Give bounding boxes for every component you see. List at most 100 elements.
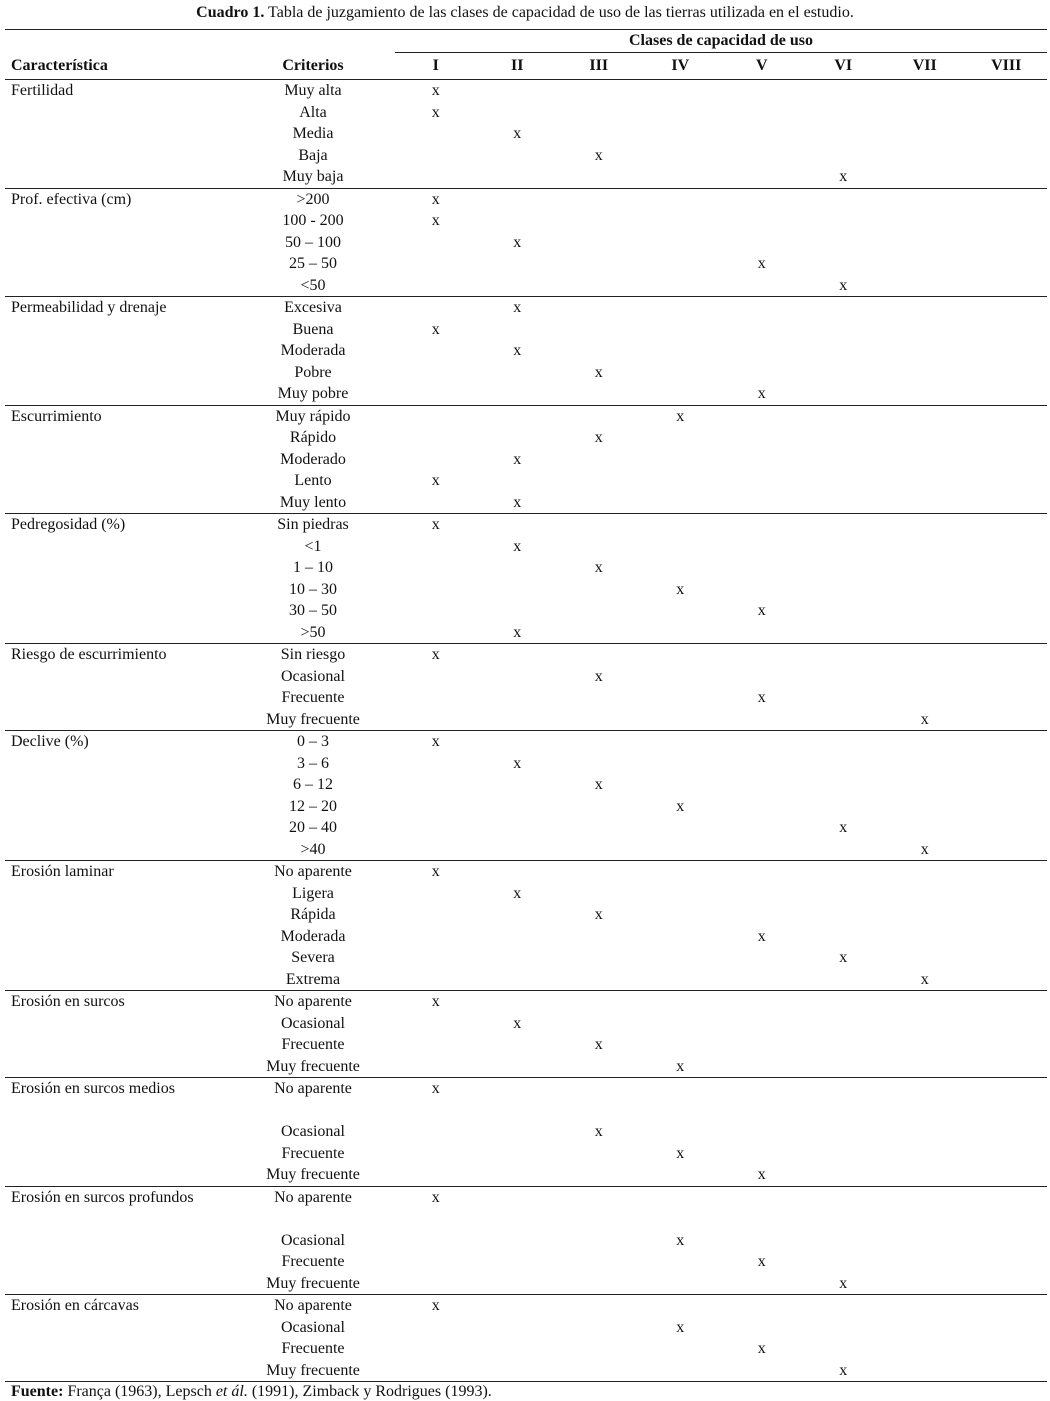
- table-row: 100 - 200 x: [5, 210, 1047, 232]
- table-row: 20 – 40 x: [5, 817, 1047, 839]
- class-cell: [639, 1359, 721, 1382]
- class-cell: [558, 1100, 640, 1122]
- criterion-cell: [231, 1100, 395, 1122]
- class-cell: [558, 947, 640, 969]
- class-cell: [803, 753, 885, 775]
- class-cell: [803, 340, 885, 362]
- class-cell: [966, 536, 1048, 558]
- class-cell: [721, 1143, 803, 1165]
- table-row: Frecuente x: [5, 1143, 1047, 1165]
- class-cell: [640, 666, 722, 688]
- class-cell: [965, 187, 1047, 210]
- class-cell: [477, 102, 559, 124]
- table-row: >50 x: [5, 622, 1047, 644]
- class-mark: x: [757, 255, 766, 272]
- class-cell: [477, 1317, 559, 1339]
- class-cell: [558, 1143, 640, 1165]
- class-cell: [803, 210, 885, 232]
- class-cell: [884, 513, 966, 536]
- class-cell: [558, 470, 640, 492]
- class-cell: [966, 145, 1048, 167]
- class-cell: [476, 1294, 558, 1317]
- class-cell: [803, 579, 885, 601]
- class-cell: [884, 232, 966, 254]
- class-cell: [966, 1034, 1048, 1056]
- class-cell: [966, 1143, 1048, 1165]
- class-cell: [395, 796, 477, 818]
- criterion-cell: Ocasional: [281, 667, 345, 685]
- class-cell: [721, 513, 803, 536]
- table-row: Muy frecuente x: [5, 1164, 1047, 1186]
- class-cell: [721, 579, 803, 601]
- class-cell: [640, 80, 722, 102]
- class-cell: [395, 145, 477, 167]
- class-mark: x: [594, 1123, 603, 1140]
- characteristic-cell: Erosión en surcos profundos: [11, 1188, 194, 1206]
- class-cell: [640, 1013, 722, 1035]
- class-cell: [477, 1273, 559, 1295]
- class-cell: [477, 1034, 559, 1056]
- class-cell: [558, 449, 640, 471]
- class-cell: [477, 666, 559, 688]
- class-cell: [966, 1273, 1048, 1295]
- class-cell: [884, 1121, 966, 1143]
- class-cell: [476, 187, 558, 210]
- class-cell: [640, 340, 722, 362]
- class-cell: [477, 1056, 559, 1078]
- table-row: Frecuente x: [5, 1338, 1047, 1360]
- criterion-cell: Lento: [294, 472, 332, 489]
- class-mark: x: [395, 1294, 477, 1317]
- class-cell: [803, 362, 885, 384]
- class-cell: [395, 1359, 477, 1382]
- class-cell: [721, 123, 803, 145]
- class-cell: [395, 253, 477, 275]
- class-cell: [803, 557, 885, 579]
- class-cell: [395, 947, 477, 969]
- class-mark: x: [395, 187, 477, 210]
- class-cell: [803, 123, 885, 145]
- class-cell: [558, 102, 640, 124]
- class-cell: [640, 622, 722, 644]
- class-cell: [721, 1013, 803, 1035]
- class-cell: [803, 1230, 885, 1252]
- class-mark: x: [513, 537, 522, 555]
- class-cell: [803, 383, 885, 405]
- table-row: [5, 1208, 1047, 1230]
- class-cell: [558, 753, 640, 775]
- class-cell: [640, 253, 722, 275]
- class-cell: [476, 1359, 558, 1382]
- classes-group-header: Clases de capacidad de uso: [395, 29, 1047, 53]
- class-mark: x: [395, 860, 477, 883]
- class-cell: [395, 1251, 477, 1273]
- class-cell: [966, 796, 1048, 818]
- class-cell: [803, 969, 885, 991]
- class-header: IV: [639, 52, 721, 80]
- table-row: Erosión en surcos No aparente x: [5, 990, 1047, 1013]
- class-cell: [721, 839, 803, 861]
- class-cell: [558, 600, 640, 622]
- class-cell: [721, 102, 803, 124]
- class-cell: [884, 1143, 966, 1165]
- class-cell: [640, 1034, 722, 1056]
- class-mark: x: [513, 342, 522, 359]
- class-cell: [803, 536, 885, 558]
- table-row: Rápido x: [5, 427, 1047, 449]
- class-cell: [803, 622, 885, 644]
- table-row: Erosión laminar No aparente x: [5, 860, 1047, 883]
- class-cell: [639, 513, 721, 536]
- class-cell: [395, 969, 477, 991]
- class-cell: [640, 1338, 722, 1360]
- class-cell: [884, 579, 966, 601]
- class-cell: [477, 1338, 559, 1360]
- class-cell: [803, 1164, 885, 1186]
- class-cell: [395, 904, 477, 926]
- class-mark: x: [839, 276, 848, 294]
- criterion-cell: No aparente: [231, 1185, 395, 1208]
- characteristic-cell: Erosión en surcos medios: [11, 1080, 175, 1097]
- class-cell: [395, 579, 477, 601]
- class-cell: [884, 210, 966, 232]
- table-row: Pedregosidad (%) Sin piedras x: [5, 513, 1047, 536]
- class-cell: [395, 1273, 477, 1295]
- class-mark: x: [395, 643, 477, 666]
- class-cell: [558, 817, 640, 839]
